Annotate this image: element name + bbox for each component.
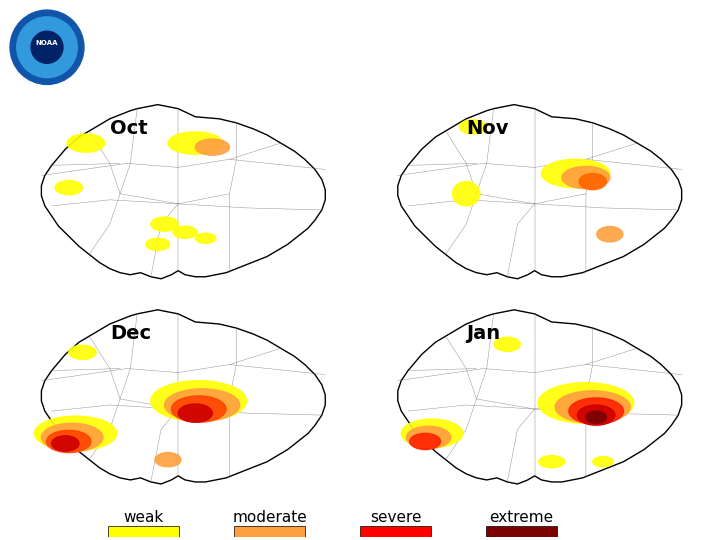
Text: Drought Categories: Drought Categories	[105, 17, 366, 41]
Bar	[360, 526, 431, 537]
Ellipse shape	[171, 396, 226, 422]
Text: Dec: Dec	[109, 324, 151, 343]
Ellipse shape	[52, 436, 79, 451]
Ellipse shape	[55, 180, 82, 195]
Ellipse shape	[406, 426, 451, 449]
Ellipse shape	[555, 391, 631, 423]
Ellipse shape	[195, 139, 230, 156]
Bar	[234, 526, 305, 537]
Ellipse shape	[68, 345, 96, 360]
Ellipse shape	[401, 419, 463, 448]
Text: Jan: Jan	[467, 324, 500, 343]
Ellipse shape	[459, 120, 487, 134]
Ellipse shape	[597, 227, 623, 242]
Text: extreme: extreme	[490, 510, 554, 525]
Text: severe: severe	[370, 510, 421, 525]
Text: Nov: Nov	[467, 119, 509, 138]
Text: weak: weak	[124, 510, 164, 525]
Ellipse shape	[67, 134, 104, 152]
Ellipse shape	[42, 423, 103, 451]
Ellipse shape	[539, 456, 564, 468]
Polygon shape	[397, 105, 682, 279]
Ellipse shape	[593, 457, 613, 467]
Text: (Oct 2008 – Jan 2009): (Oct 2008 – Jan 2009)	[282, 19, 532, 39]
Polygon shape	[397, 310, 682, 484]
Ellipse shape	[47, 430, 91, 453]
Ellipse shape	[168, 132, 222, 154]
Ellipse shape	[562, 166, 610, 188]
Ellipse shape	[410, 433, 441, 449]
Ellipse shape	[155, 453, 181, 467]
Circle shape	[31, 31, 63, 63]
Polygon shape	[42, 105, 325, 279]
Ellipse shape	[569, 398, 624, 424]
Polygon shape	[42, 310, 325, 484]
Text: Severe drought mainly in Dec 2008 & Jan 2009: Severe drought mainly in Dec 2008 & Jan …	[105, 57, 529, 76]
Ellipse shape	[541, 159, 610, 187]
Ellipse shape	[150, 217, 179, 231]
Ellipse shape	[35, 416, 117, 450]
Text: NOAA: NOAA	[36, 40, 58, 46]
Circle shape	[10, 10, 84, 84]
Ellipse shape	[151, 381, 246, 421]
Ellipse shape	[195, 233, 216, 244]
Ellipse shape	[586, 411, 606, 423]
Bar	[108, 526, 179, 537]
Ellipse shape	[164, 389, 240, 421]
Ellipse shape	[453, 181, 480, 206]
Ellipse shape	[577, 405, 615, 426]
Bar	[486, 526, 557, 537]
Circle shape	[5, 5, 89, 90]
Ellipse shape	[179, 404, 212, 422]
Ellipse shape	[145, 238, 170, 251]
Circle shape	[17, 17, 77, 78]
Ellipse shape	[173, 226, 197, 238]
Text: moderate: moderate	[233, 510, 307, 525]
Text: Oct: Oct	[109, 119, 148, 138]
Ellipse shape	[579, 173, 606, 190]
Ellipse shape	[494, 337, 521, 352]
Ellipse shape	[538, 383, 634, 423]
